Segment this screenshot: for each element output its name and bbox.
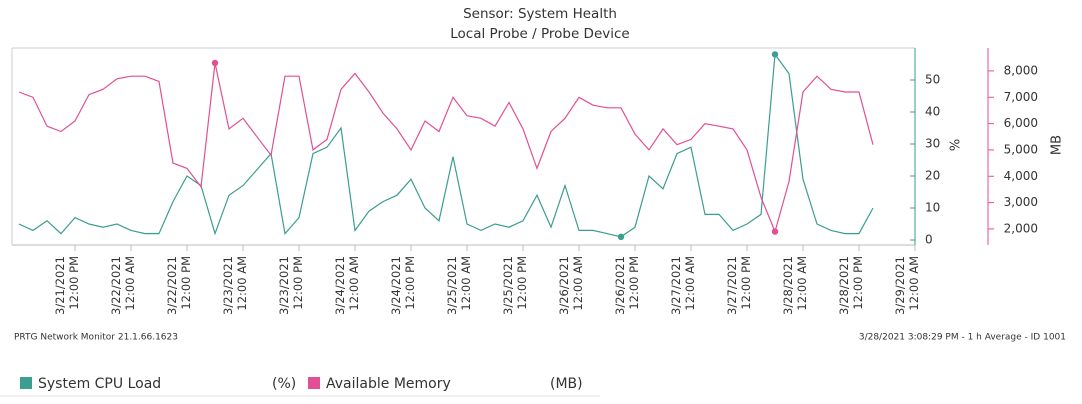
- y2-tick-label: 2,000: [1004, 221, 1038, 235]
- x-tick-label: 3/26/2021 12:00 PM: [613, 256, 641, 315]
- x-tick-label: 3/25/2021 12:00 PM: [501, 256, 529, 315]
- x-tick-label: 3/23/2021 12:00 AM: [221, 256, 249, 315]
- y-tick-label: 30: [925, 137, 940, 151]
- x-tick-label: 3/23/2021 12:00 PM: [277, 256, 305, 315]
- x-tick-label: 3/24/2021 12:00 PM: [389, 256, 417, 315]
- x-tick-label: 3/29/2021 12:00 AM: [893, 256, 921, 315]
- legend-swatch: [308, 377, 320, 389]
- x-tick-label: 3/27/2021 12:00 PM: [725, 256, 753, 315]
- legend-label: Available Memory: [326, 376, 451, 392]
- y-axis-title: %: [949, 139, 964, 151]
- y2-tick-label: 6,000: [1004, 116, 1038, 130]
- y2-tick-label: 7,000: [1004, 90, 1038, 104]
- x-tick-label: 3/24/2021 12:00 AM: [333, 256, 361, 315]
- series-line: [18, 52, 874, 238]
- extreme-marker: [771, 228, 779, 235]
- x-tick-label: 3/28/2021 12:00 PM: [837, 256, 865, 315]
- legend-unit: (%): [272, 376, 296, 392]
- x-tick-label: 3/22/2021 12:00 AM: [109, 256, 137, 315]
- y-tick-label: 40: [925, 105, 940, 119]
- legend-swatch: [20, 377, 32, 389]
- y2-axis-title: MB: [1050, 135, 1065, 155]
- chart-subtitle: Local Probe / Probe Device: [450, 26, 629, 42]
- y2-tick-label: 4,000: [1004, 169, 1038, 183]
- y2-tick-label: 8,000: [1004, 63, 1038, 77]
- series-line: [18, 62, 874, 234]
- y2-tick-label: 5,000: [1004, 142, 1038, 156]
- y-tick-label: 50: [925, 73, 940, 87]
- y-tick-label: 0: [925, 233, 933, 247]
- x-tick-label: 3/21/2021 12:00 PM: [53, 256, 81, 315]
- y2-tick-label: 3,000: [1004, 195, 1038, 209]
- x-tick-label: 3/22/2021 12:00 PM: [165, 256, 193, 315]
- y-tick-label: 10: [925, 201, 940, 215]
- footer-right: 3/28/2021 3:08:29 PM - 1 h Average - ID …: [859, 333, 1066, 343]
- legend-unit: (MB): [550, 376, 583, 392]
- legend-label: System CPU Load: [38, 376, 161, 392]
- extreme-marker: [211, 59, 219, 67]
- x-tick-label: 3/26/2021 12:00 AM: [557, 256, 585, 315]
- chart-title: Sensor: System Health: [463, 6, 617, 22]
- x-tick-label: 3/25/2021 12:00 AM: [445, 256, 473, 315]
- x-tick-label: 3/28/2021 12:00 AM: [781, 256, 809, 315]
- footer-left: PRTG Network Monitor 21.1.66.1623: [14, 333, 178, 343]
- extreme-marker: [617, 233, 625, 240]
- y-tick-label: 20: [925, 169, 940, 183]
- extreme-marker: [771, 51, 779, 58]
- x-tick-label: 3/27/2021 12:00 AM: [669, 256, 697, 315]
